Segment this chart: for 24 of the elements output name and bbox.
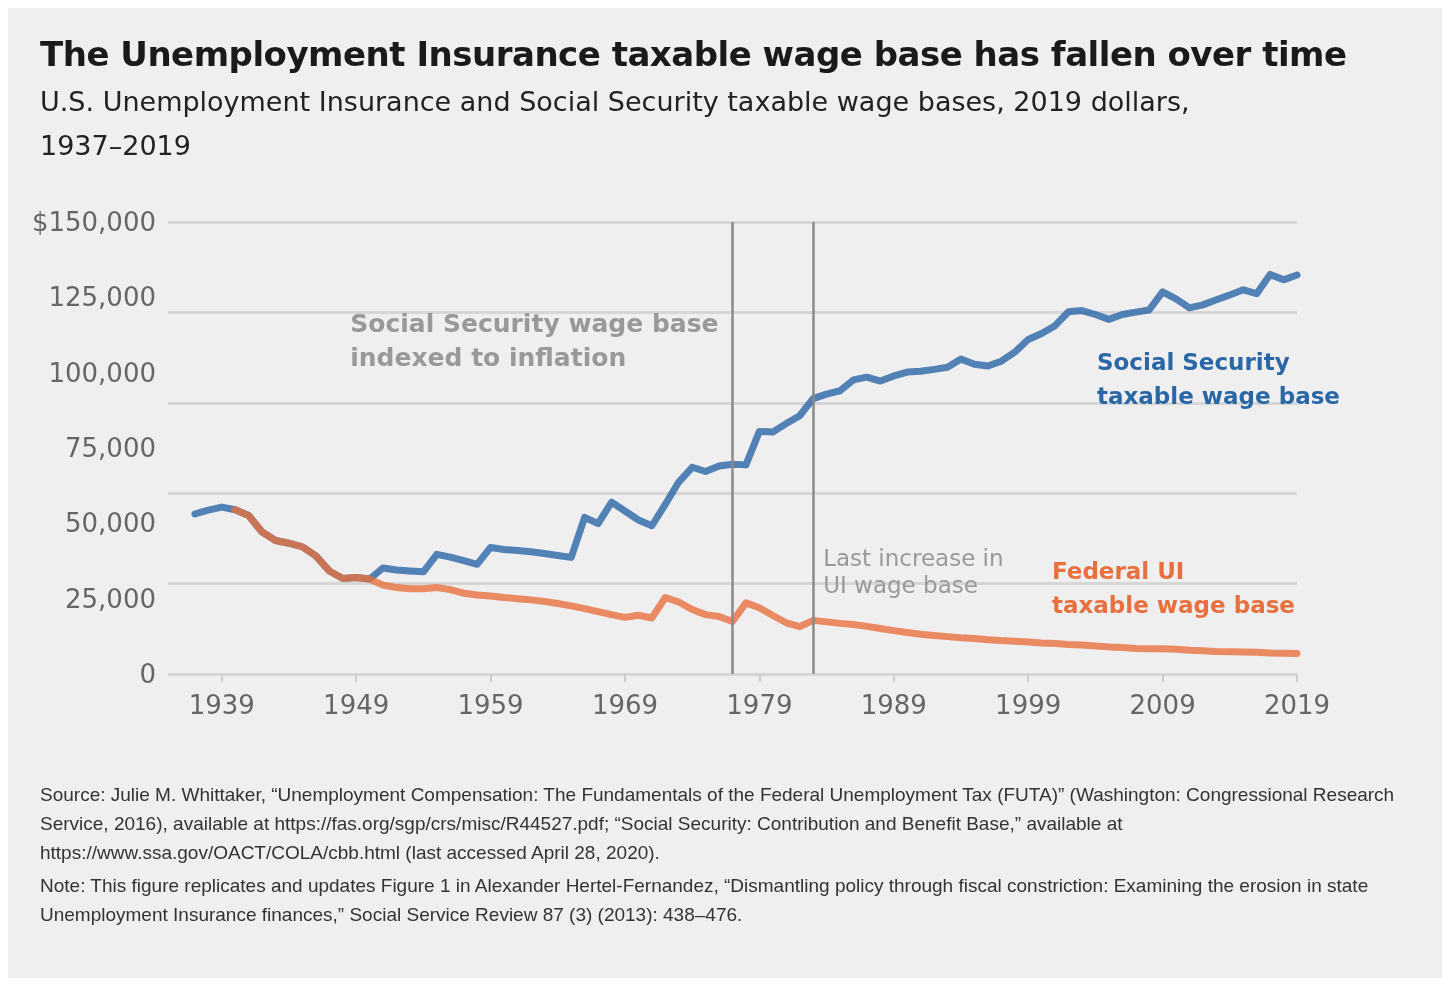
x-tick-label: 1999	[995, 690, 1062, 720]
x-tick-label: 1949	[323, 690, 390, 720]
y-tick-label: $150,000	[31, 207, 156, 237]
y-tick-label: 75,000	[65, 433, 156, 463]
x-tick-label: 1979	[726, 690, 793, 720]
source-note: Source: Julie M. Whittaker, “Unemployment Compensation: The Fundamentals of the Federal Unemployment Tax (FUTA)” (Washington: Congressional Research Service, 2016), available at https://fas.org/sgp/crs/misc/R44527.pdf; “Social Security: Contribution and Benefit Base,” available at https://www.ssa.gov/OACT/COLA/cbb.html (last accessed April 28, 2020).	[40, 783, 1396, 865]
y-tick-label: 25,000	[65, 583, 156, 614]
y-tick-label: 125,000	[48, 282, 156, 313]
y-tick-label: 50,000	[65, 508, 156, 539]
y-tick-label: 100,000	[48, 357, 156, 388]
ref-line-label: Last increase in UI wage base	[823, 544, 1004, 598]
chart-title: The Unemployment Insurance taxable wage base has fallen over time	[40, 34, 1347, 74]
x-tick-label: 2009	[1129, 690, 1196, 720]
x-tick-label: 1989	[860, 690, 927, 720]
text: Note: This figure replicates and updates Figure 1 in Alexander Hertel-Fernandez, “Dismantling policy through fiscal constriction: Examining the erosion in state Unemployment Insurance finances,” Social Service Review 87 (3) (2013): 438–476.	[40, 874, 1370, 927]
y-tick-label: 0	[139, 659, 156, 689]
x-tick-label: 2019	[1263, 690, 1331, 720]
ref-line-label: Social Security wage base indexed to inflation	[350, 308, 719, 372]
series-label: Social Security taxable wage base	[1097, 349, 1340, 410]
x-tick-label: 1959	[457, 690, 524, 720]
x-tick-label: 1969	[591, 690, 659, 720]
chart-subtitle: U.S. Unemployment Insurance and Social Security taxable wage bases, 2019 dollars, 1937–2019	[40, 85, 1191, 163]
x-tick-label: 1939	[188, 690, 255, 720]
series-label: Federal UI taxable wage base	[1052, 557, 1295, 618]
